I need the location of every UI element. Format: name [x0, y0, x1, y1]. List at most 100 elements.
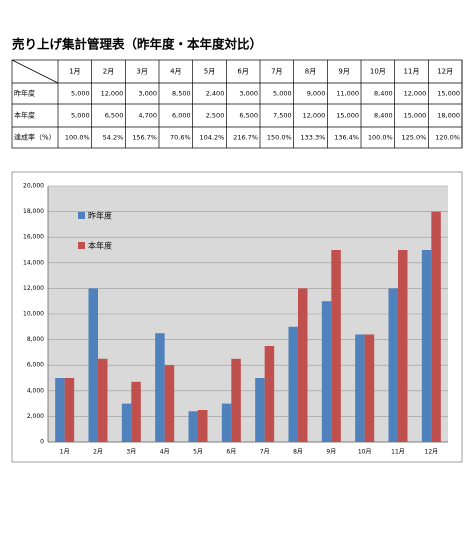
bar — [121, 403, 132, 442]
table-cell: 8,400 — [374, 90, 393, 98]
table-cell: 12,000 — [101, 90, 124, 98]
table-header: 9月 — [338, 68, 349, 76]
table-header: 7月 — [271, 68, 282, 76]
y-tick-label: 10,000 — [23, 311, 44, 318]
table-cell: 15,000 — [437, 90, 460, 98]
table-cell: 120.0% — [435, 134, 460, 142]
row-label: 達成率（%） — [14, 133, 56, 142]
legend-swatch — [78, 212, 85, 219]
table-cell: 100.0% — [65, 134, 90, 142]
table-header: 11月 — [404, 68, 420, 76]
x-tick-label: 3月 — [126, 449, 136, 456]
y-tick-label: 6,000 — [27, 362, 44, 369]
bar — [164, 365, 175, 442]
table-header: 6月 — [237, 68, 248, 76]
table-header: 4月 — [170, 68, 181, 76]
bar — [364, 334, 375, 442]
row-label: 昨年度 — [14, 89, 35, 98]
bar — [288, 326, 298, 442]
table-cell: 18,000 — [437, 112, 460, 120]
x-tick-label: 2月 — [93, 449, 103, 456]
table-cell: 104.2% — [200, 134, 225, 142]
header-diagonal — [11, 59, 59, 84]
table-cell: 2,500 — [206, 112, 225, 120]
bar — [88, 288, 98, 442]
y-tick-label: 0 — [40, 439, 44, 446]
bar — [55, 378, 65, 442]
bar — [198, 410, 208, 442]
x-tick-label: 10月 — [358, 449, 372, 456]
bar — [355, 334, 365, 442]
x-tick-label: 11月 — [391, 449, 405, 456]
bar — [64, 378, 75, 442]
y-tick-label: 18,000 — [23, 208, 44, 215]
bar — [188, 411, 198, 442]
y-tick-label: 16,000 — [23, 234, 44, 241]
bar — [221, 403, 232, 442]
table-cell: 5,000 — [71, 112, 90, 120]
x-tick-label: 4月 — [160, 449, 170, 456]
table-cell: 12,000 — [404, 90, 427, 98]
table-cell: 136.4% — [334, 134, 359, 142]
table-cell: 156.7% — [132, 134, 157, 142]
table-cell: 12,000 — [303, 112, 326, 120]
table-cell: 15,000 — [404, 112, 427, 120]
table-cell: 4,700 — [138, 112, 157, 120]
y-tick-label: 2,000 — [27, 413, 44, 420]
x-tick-label: 5月 — [193, 449, 203, 456]
table-cell: 3,000 — [239, 90, 258, 98]
x-tick-label: 1月 — [60, 449, 70, 456]
y-tick-label: 8,000 — [27, 336, 44, 343]
table-cell: 3,000 — [138, 90, 157, 98]
legend-label: 昨年度 — [88, 211, 112, 221]
table-cell: 6,500 — [105, 112, 124, 120]
table-cell: 133.3% — [301, 134, 326, 142]
table-header: 10月 — [370, 68, 386, 76]
table-header: 12月 — [437, 68, 453, 76]
legend-label: 本年度 — [88, 241, 112, 251]
table-cell: 54.2% — [103, 134, 124, 142]
legend-swatch — [78, 242, 85, 249]
table-cell: 5,000 — [273, 90, 292, 98]
bar — [321, 301, 332, 442]
bar — [231, 358, 241, 442]
table-cell: 125.0% — [402, 134, 427, 142]
table-cell: 5,000 — [71, 90, 90, 98]
bar — [388, 288, 398, 442]
table-cell: 100.0% — [368, 134, 393, 142]
row-label: 本年度 — [14, 111, 35, 120]
table-header: 8月 — [305, 68, 316, 76]
bar — [331, 250, 341, 442]
table-header: 2月 — [103, 68, 114, 76]
y-tick-label: 4,000 — [27, 387, 44, 394]
bar — [298, 288, 308, 442]
table-cell: 150.0% — [267, 134, 292, 142]
table-header: 1月 — [69, 68, 80, 76]
table-cell: 6,500 — [239, 112, 258, 120]
y-tick-label: 12,000 — [23, 285, 44, 292]
table-cell: 7,500 — [273, 112, 292, 120]
table-cell: 11,000 — [336, 90, 359, 98]
x-tick-label: 6月 — [226, 449, 236, 456]
table-cell: 8,400 — [374, 112, 393, 120]
bar — [255, 378, 265, 442]
table-cell: 8,500 — [172, 90, 191, 98]
y-tick-label: 14,000 — [23, 259, 44, 266]
bar — [421, 250, 432, 442]
x-tick-label: 9月 — [326, 449, 336, 456]
table-cell: 15,000 — [336, 112, 359, 120]
bar — [264, 346, 275, 442]
table-cell: 2,400 — [206, 90, 225, 98]
table-cell: 70.6% — [170, 134, 191, 142]
x-tick-label: 8月 — [293, 449, 303, 456]
table-cell: 6,000 — [172, 112, 191, 120]
table-cell: 9,000 — [307, 90, 326, 98]
table-cell: 216.7% — [233, 134, 258, 142]
title: 売り上げ集計管理表（昨年度・本年度対比） — [12, 37, 262, 52]
x-tick-label: 12月 — [425, 449, 439, 456]
bar — [131, 381, 141, 442]
table-header: 3月 — [136, 68, 147, 76]
bar — [398, 250, 408, 442]
